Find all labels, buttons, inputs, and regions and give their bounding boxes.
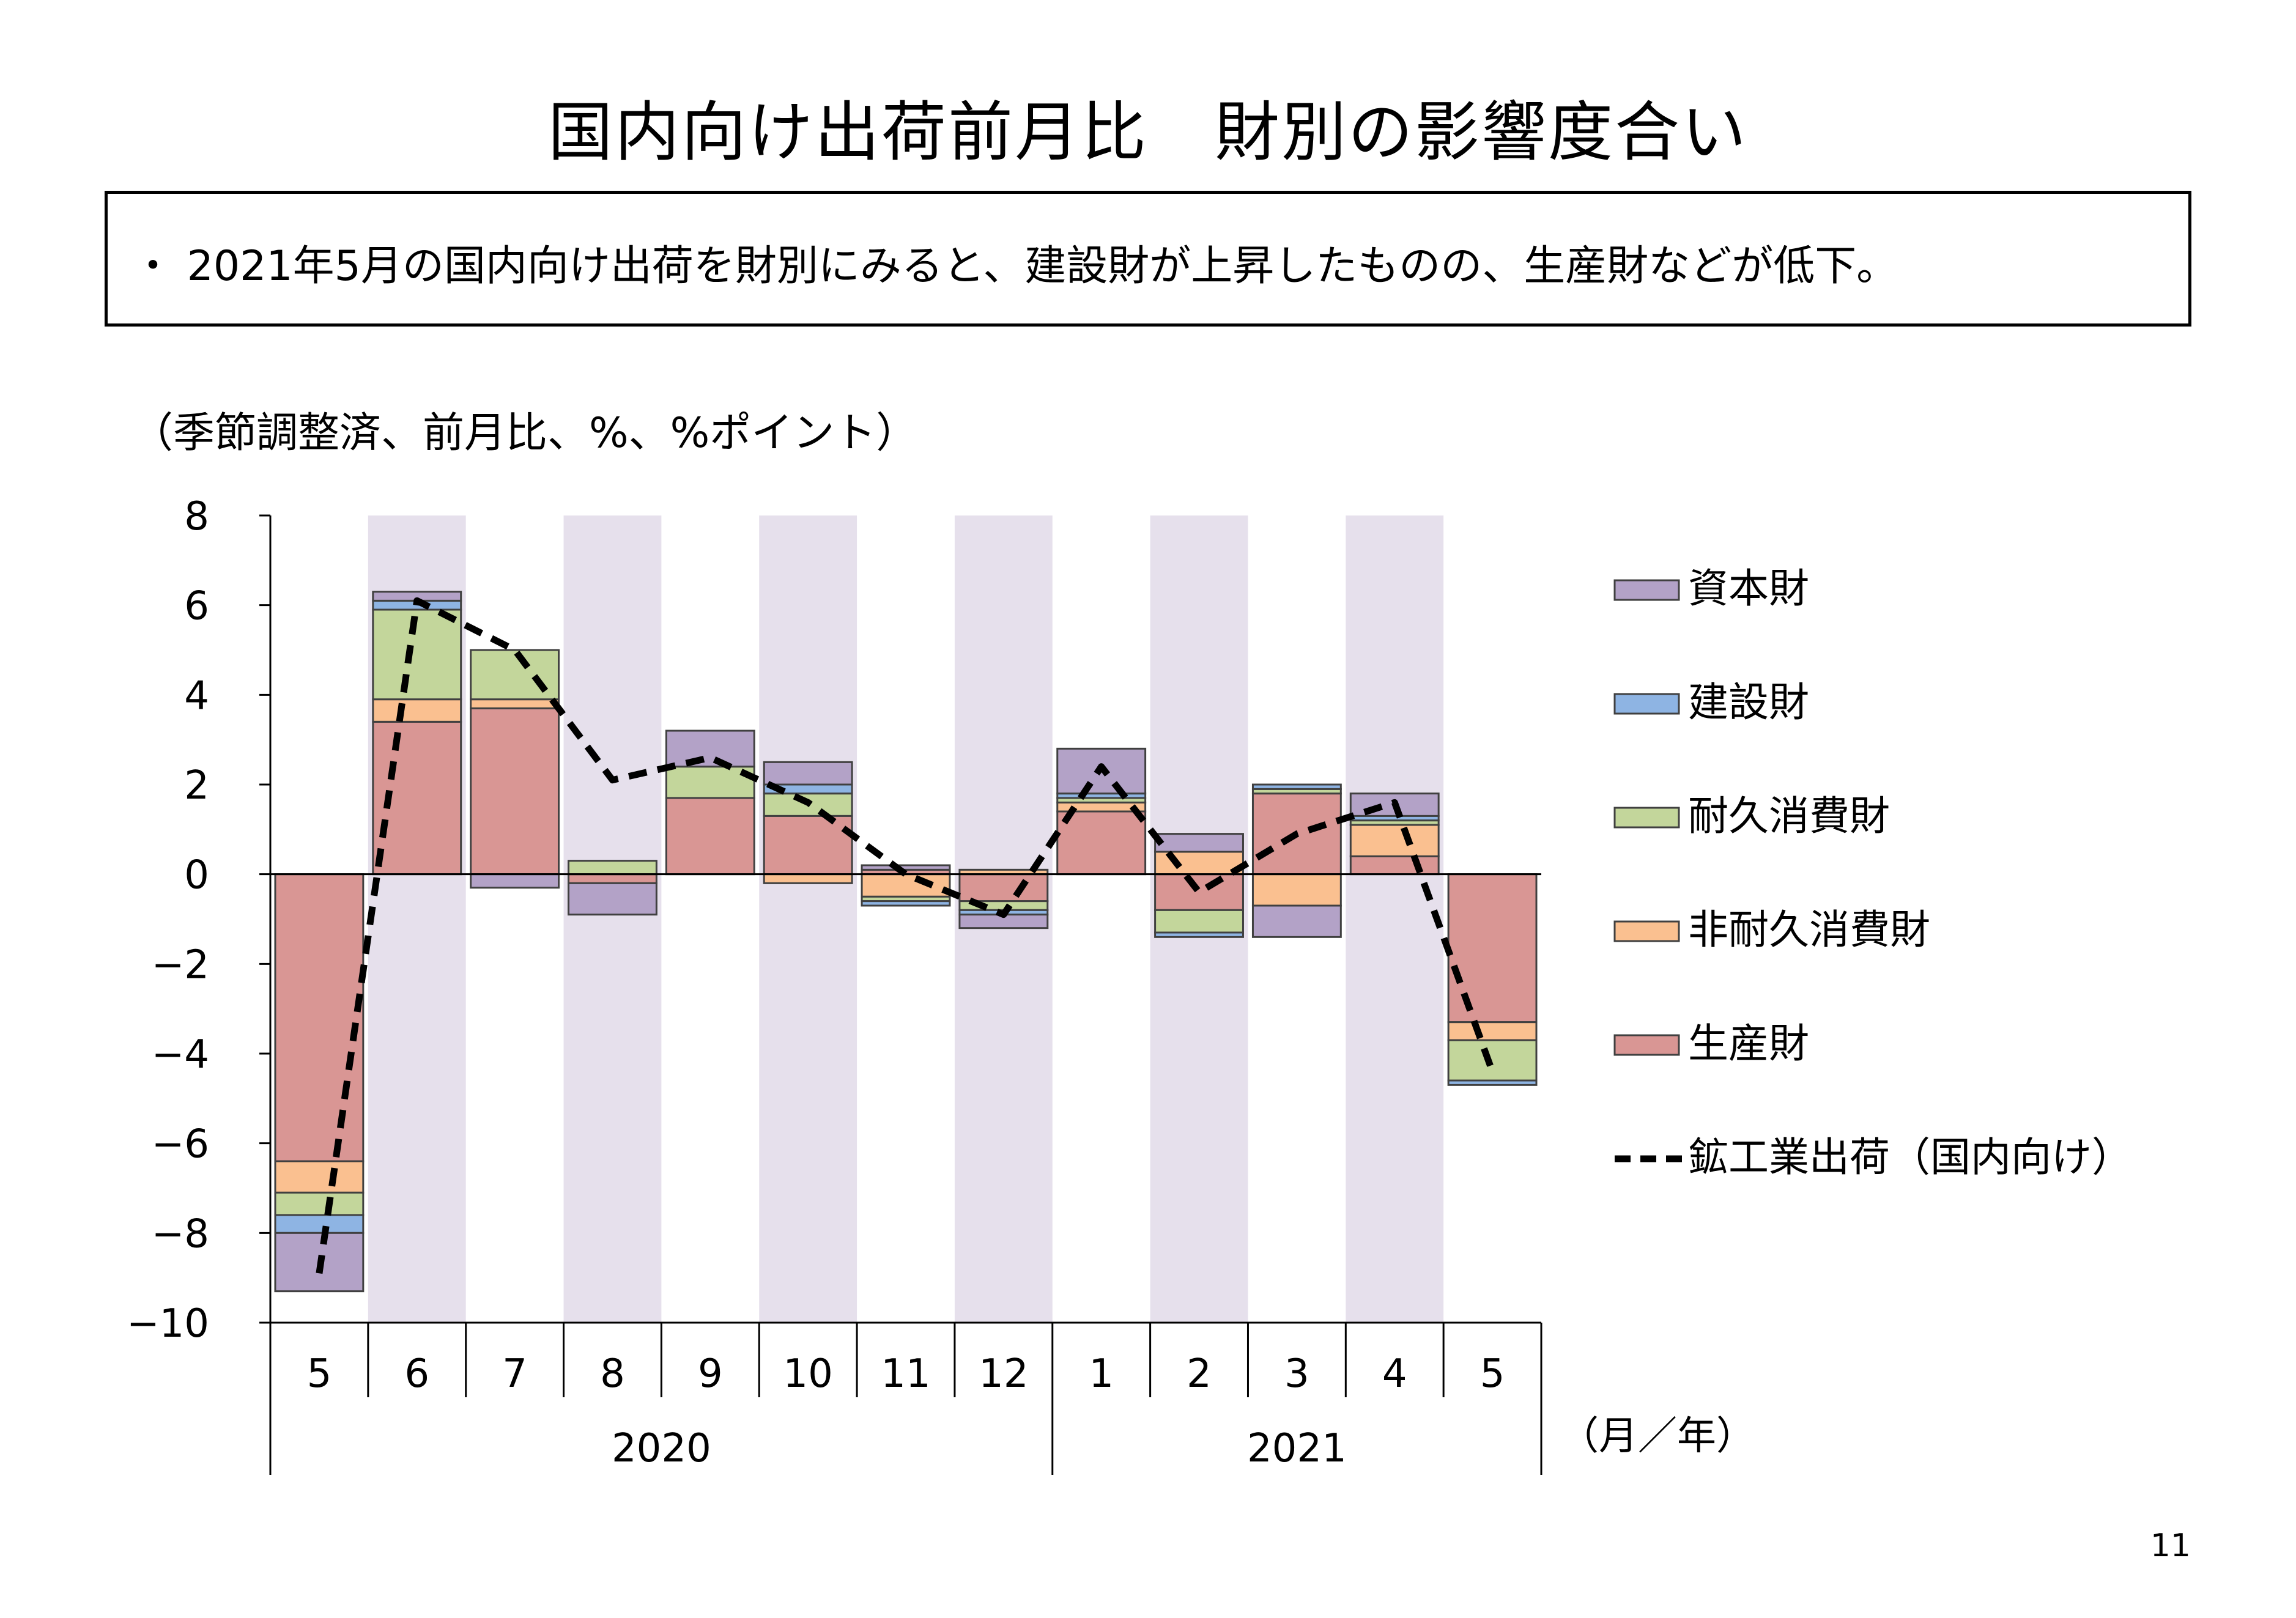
bar-segment-資本財-9 — [1154, 833, 1244, 853]
bar-segment-耐久消費財-0 — [274, 1191, 365, 1216]
legend-swatch-非耐久消費財 — [1613, 920, 1680, 942]
bar-segment-耐久消費財-9 — [1154, 909, 1244, 934]
line-series — [316, 597, 1496, 1274]
legend-swatch-耐久消費財 — [1613, 807, 1680, 829]
y-tick-label: −4 — [152, 1032, 209, 1077]
legend-label-資本財: 資本財 — [1688, 565, 1809, 612]
unit-note: （季節調整済、前月比、%、%ポイント） — [131, 409, 918, 457]
x-tick-label: 5 — [307, 1351, 332, 1397]
page-number: 11 — [2150, 1527, 2191, 1564]
axes — [259, 514, 1542, 1475]
x-tick-label: 7 — [502, 1351, 527, 1397]
x-tick-label: 10 — [783, 1351, 832, 1397]
y-tick-label: 2 — [184, 763, 209, 808]
bar-segment-耐久消費財-1 — [372, 608, 462, 701]
bar-segment-生産財-2 — [470, 707, 560, 876]
shade-band-5 — [759, 515, 857, 1323]
shade-band-11 — [1346, 515, 1444, 1323]
bar-segment-資本財-4 — [665, 730, 755, 768]
bar-segment-建設財-10 — [1251, 783, 1342, 790]
bar-segment-耐久消費財-2 — [470, 649, 560, 701]
x-tick-label: 2 — [1187, 1351, 1212, 1397]
bar-segment-生産財-8 — [1056, 810, 1147, 876]
x-tick-label: 1 — [1089, 1351, 1114, 1397]
y-tick-label: −2 — [152, 942, 209, 988]
y-tick-label: 4 — [184, 673, 209, 718]
x-tick-label: 12 — [979, 1351, 1028, 1397]
bar-segment-非耐久消費財-1 — [372, 698, 462, 723]
bar-segment-生産財-7 — [958, 873, 1049, 903]
bar-segment-建設財-6 — [861, 900, 951, 907]
bar-segment-非耐久消費財-0 — [274, 1160, 365, 1194]
bar-segment-生産財-5 — [763, 815, 853, 876]
bar-segment-生産財-12 — [1447, 873, 1538, 1024]
legend-swatch-建設財 — [1613, 693, 1680, 715]
bar-segment-耐久消費財-4 — [665, 766, 755, 799]
legend-label-非耐久消費財: 非耐久消費財 — [1688, 906, 1930, 953]
bar-segment-耐久消費財-12 — [1447, 1039, 1538, 1082]
legend-label-鉱工業出荷（国内向け）: 鉱工業出荷（国内向け） — [1688, 1134, 2132, 1181]
y-tick-label: 0 — [184, 853, 209, 898]
bar-segment-資本財-2 — [470, 873, 560, 889]
x-tick-label: 5 — [1480, 1351, 1505, 1397]
bar-segment-非耐久消費財-11 — [1349, 824, 1440, 857]
x-tick-label: 4 — [1382, 1351, 1407, 1397]
x-tick-label: 3 — [1284, 1351, 1309, 1397]
bar-segment-建設財-12 — [1447, 1079, 1538, 1086]
legend-label-建設財: 建設財 — [1688, 679, 1809, 726]
bars — [274, 591, 1538, 1293]
x-tick-label: 6 — [404, 1351, 429, 1397]
summary-text: ・ 2021年5月の国内向け出荷を財別にみると、建設財が上昇したものの、生産財な… — [132, 242, 1898, 290]
legend-label-生産財: 生産財 — [1688, 1020, 1809, 1067]
x-unit-label: （月／年） — [1560, 1414, 1755, 1459]
bar-segment-資本財-6 — [861, 864, 951, 871]
bar-segment-資本財-5 — [763, 761, 853, 786]
bar-segment-非耐久消費財-10 — [1251, 873, 1342, 907]
legend-swatch-生産財 — [1613, 1034, 1680, 1056]
bar-segment-生産財-0 — [274, 873, 365, 1162]
x-tick-label: 8 — [600, 1351, 625, 1397]
bar-segment-生産財-3 — [568, 873, 657, 884]
year-label: 2020 — [612, 1426, 711, 1471]
y-tick-label: −6 — [152, 1122, 209, 1167]
bar-segment-耐久消費財-3 — [568, 860, 657, 876]
bar-segment-資本財-3 — [568, 882, 657, 916]
bar-segment-生産財-11 — [1349, 855, 1440, 876]
bar-segment-生産財-4 — [665, 797, 755, 876]
year-label: 2021 — [1247, 1426, 1347, 1471]
y-tick-label: 6 — [184, 584, 209, 629]
bar-segment-生産財-9 — [1154, 873, 1244, 911]
x-tick-label: 11 — [881, 1351, 930, 1397]
legend-swatch-資本財 — [1613, 579, 1680, 601]
shade-band-3 — [563, 515, 662, 1323]
summary-box: ・ 2021年5月の国内向け出荷を財別にみると、建設財が上昇したものの、生産財な… — [105, 191, 2191, 327]
x-tick-label: 9 — [698, 1351, 723, 1397]
legend-label-耐久消費財: 耐久消費財 — [1688, 792, 1890, 840]
y-tick-label: −10 — [127, 1301, 209, 1346]
bar-segment-建設財-9 — [1154, 931, 1244, 938]
bar-segment-非耐久消費財-2 — [470, 698, 560, 709]
line-series-shipments — [316, 597, 1496, 1274]
y-tick-label: −8 — [152, 1211, 209, 1257]
bar-segment-資本財-10 — [1251, 904, 1342, 938]
y-tick-label: 8 — [184, 494, 209, 539]
bar-segment-非耐久消費財-5 — [763, 873, 853, 884]
page-title: 国内向け出荷前月比 財別の影響度合い — [548, 95, 1748, 170]
bar-segment-非耐久消費財-6 — [861, 873, 951, 898]
bar-segment-非耐久消費財-12 — [1447, 1021, 1538, 1041]
bar-segment-建設財-0 — [274, 1214, 365, 1234]
